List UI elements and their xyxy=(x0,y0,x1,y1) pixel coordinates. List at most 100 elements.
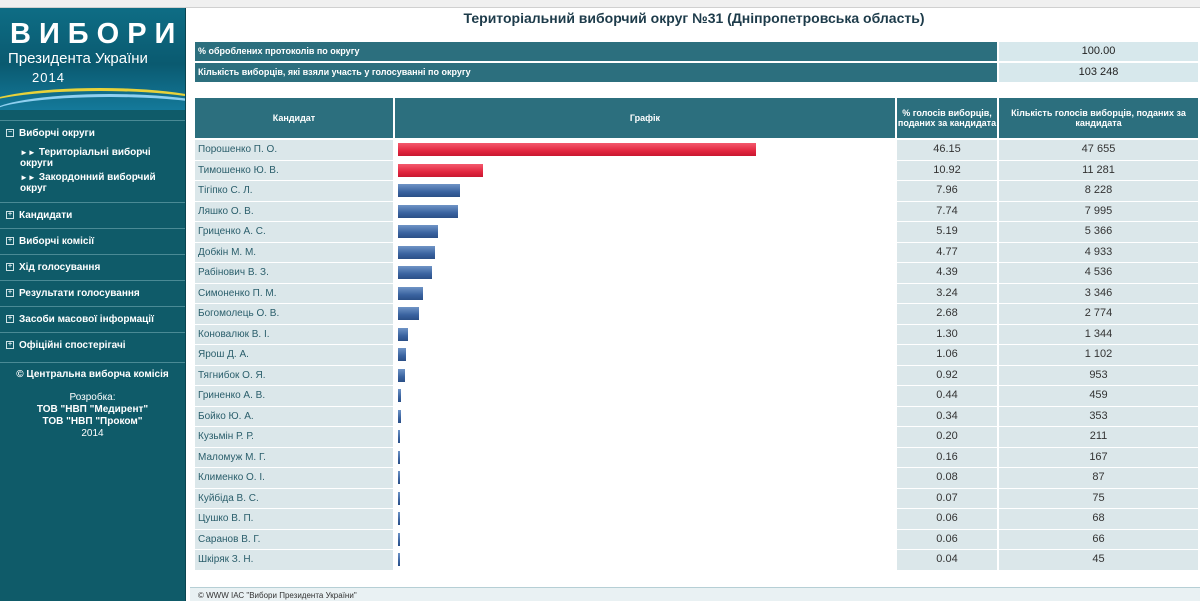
sidebar-item-candidates[interactable]: + Кандидати xyxy=(0,202,185,228)
candidate-name[interactable]: Гриценко А. С. xyxy=(195,222,393,242)
table-row: Маломуж М. Г. 0.16 167 xyxy=(195,447,1198,467)
table-row: Цушко В. П. 0.06 68 xyxy=(195,509,1198,529)
sidebar-item-results[interactable]: + Результати голосування xyxy=(0,280,185,306)
collapse-icon: − xyxy=(6,129,14,138)
chart-cell xyxy=(395,160,895,180)
percent-value: 7.96 xyxy=(897,181,997,201)
candidate-name[interactable]: Симоненко П. М. xyxy=(195,283,393,303)
candidate-name[interactable]: Богомолець О. В. xyxy=(195,304,393,324)
candidate-name[interactable]: Тимошенко Ю. В. xyxy=(195,160,393,180)
table-row: Коновалюк В. І. 1.30 1 344 xyxy=(195,324,1198,344)
candidate-name[interactable]: Клименко О. І. xyxy=(195,468,393,488)
candidate-name[interactable]: Добкін М. М. xyxy=(195,242,393,262)
candidate-name[interactable]: Ярош Д. А. xyxy=(195,345,393,365)
elections-logo[interactable]: ВИБОРИ Президента України 2014 xyxy=(0,8,185,110)
vote-share-bar xyxy=(398,409,401,423)
votes-value: 4 536 xyxy=(999,263,1198,283)
sidebar: ВИБОРИ Президента України 2014 − Виборчі … xyxy=(0,8,186,601)
vote-share-bar xyxy=(398,430,400,443)
table-row: Бойко Ю. А. 0.34 353 xyxy=(195,406,1198,426)
votes-value: 68 xyxy=(999,509,1198,529)
browser-top-strip xyxy=(0,0,1200,8)
chart-cell xyxy=(395,365,895,385)
logo-swoosh-yellow xyxy=(0,88,185,110)
percent-value: 0.06 xyxy=(897,509,997,529)
developer-info: Розробка: ТОВ "НВП "Медирент" ТОВ "НВП "… xyxy=(36,392,149,439)
votes-value: 7 995 xyxy=(999,201,1198,221)
votes-value: 2 774 xyxy=(999,304,1198,324)
table-row: Симоненко П. М. 3.24 3 346 xyxy=(195,283,1198,303)
vote-share-bar xyxy=(398,245,435,259)
votes-value: 45 xyxy=(999,550,1198,570)
cec-copyright[interactable]: © Центральна виборча комісія xyxy=(16,369,169,380)
vote-share-bar xyxy=(398,225,438,238)
chart-cell xyxy=(395,427,895,447)
percent-value: 0.92 xyxy=(897,365,997,385)
chart-cell xyxy=(395,468,895,488)
vote-share-bar xyxy=(398,184,460,197)
chart-cell xyxy=(395,263,895,283)
table-header: Кандидат Графік % голосів виборців, пода… xyxy=(195,98,1198,138)
candidate-name[interactable]: Тігіпко С. Л. xyxy=(195,181,393,201)
votes-value: 1 102 xyxy=(999,345,1198,365)
candidate-name[interactable]: Саранов В. Г. xyxy=(195,529,393,549)
sidebar-item-voting-progress[interactable]: + Хід голосування xyxy=(0,254,185,280)
chart-cell xyxy=(395,222,895,242)
votes-value: 47 655 xyxy=(999,140,1198,160)
votes-value: 75 xyxy=(999,488,1198,508)
candidate-name[interactable]: Гриненко А. В. xyxy=(195,386,393,406)
candidate-name[interactable]: Коновалюк В. І. xyxy=(195,324,393,344)
candidate-name[interactable]: Рабінович В. З. xyxy=(195,263,393,283)
sidebar-item-observers[interactable]: + Офіційні спостерігачі xyxy=(0,332,185,358)
logo-title: ВИБОРИ xyxy=(10,18,184,50)
sidebar-footer: © Центральна виборча комісія Розробка: Т… xyxy=(0,362,185,446)
submenu-territorial-districts[interactable]: ►► Територіальні виборчі округи xyxy=(20,147,151,169)
table-row: Тимошенко Ю. В. 10.92 11 281 xyxy=(195,160,1198,180)
chart-cell xyxy=(395,181,895,201)
percent-value: 46.15 xyxy=(897,140,997,160)
candidate-name[interactable]: Цушко В. П. xyxy=(195,509,393,529)
votes-value: 5 366 xyxy=(999,222,1198,242)
vote-share-bar xyxy=(398,163,483,177)
vote-share-bar xyxy=(398,512,400,525)
table-row: Тягнибок О. Я. 0.92 953 xyxy=(195,365,1198,385)
percent-value: 1.06 xyxy=(897,345,997,365)
percent-value: 0.06 xyxy=(897,529,997,549)
table-row: Куйбіда В. С. 0.07 75 xyxy=(195,488,1198,508)
sidebar-item-label: Засоби масової інформації xyxy=(19,314,154,325)
candidate-name[interactable]: Кузьмін Р. Р. xyxy=(195,427,393,447)
candidate-name[interactable]: Ляшко О. В. xyxy=(195,201,393,221)
districts-submenu: ►► Територіальні виборчі округи ►► Закордо… xyxy=(0,146,185,202)
candidate-name[interactable]: Тягнибок О. Я. xyxy=(195,365,393,385)
main-content: Територіальний виборчий округ №31 (Дніпр… xyxy=(190,8,1198,601)
vote-share-bar xyxy=(398,348,406,361)
table-row: Добкін М. М. 4.77 4 933 xyxy=(195,242,1198,262)
protocols-value: 100.00 xyxy=(999,42,1198,61)
percent-value: 10.92 xyxy=(897,160,997,180)
votes-value: 459 xyxy=(999,386,1198,406)
percent-value: 3.24 xyxy=(897,283,997,303)
votes-value: 211 xyxy=(999,427,1198,447)
chart-cell xyxy=(395,201,895,221)
chart-cell xyxy=(395,406,895,426)
candidate-name[interactable]: Шкіряк З. Н. xyxy=(195,550,393,570)
header-votes: Кількість голосів виборців, поданих за к… xyxy=(999,98,1198,138)
table-row: Тігіпко С. Л. 7.96 8 228 xyxy=(195,181,1198,201)
vote-share-bar xyxy=(398,471,400,484)
candidate-name[interactable]: Куйбіда В. С. xyxy=(195,488,393,508)
votes-value: 87 xyxy=(999,468,1198,488)
voters-label: Кількість виборців, які взяли участь у г… xyxy=(195,63,997,82)
candidate-name[interactable]: Бойко Ю. А. xyxy=(195,406,393,426)
sidebar-item-districts[interactable]: − Виборчі округи xyxy=(0,120,185,146)
candidate-name[interactable]: Порошенко П. О. xyxy=(195,140,393,160)
percent-value: 0.44 xyxy=(897,386,997,406)
table-row: Гриненко А. В. 0.44 459 xyxy=(195,386,1198,406)
submenu-foreign-district[interactable]: ►► Закордонний виборчий округ xyxy=(20,172,156,194)
expand-icon: + xyxy=(6,289,14,298)
candidate-name[interactable]: Маломуж М. Г. xyxy=(195,447,393,467)
sidebar-item-commissions[interactable]: + Виборчі комісії xyxy=(0,228,185,254)
table-row: Богомолець О. В. 2.68 2 774 xyxy=(195,304,1198,324)
vote-share-bar xyxy=(398,491,400,505)
sidebar-item-media[interactable]: + Засоби масової інформації xyxy=(0,306,185,332)
percent-value: 0.04 xyxy=(897,550,997,570)
